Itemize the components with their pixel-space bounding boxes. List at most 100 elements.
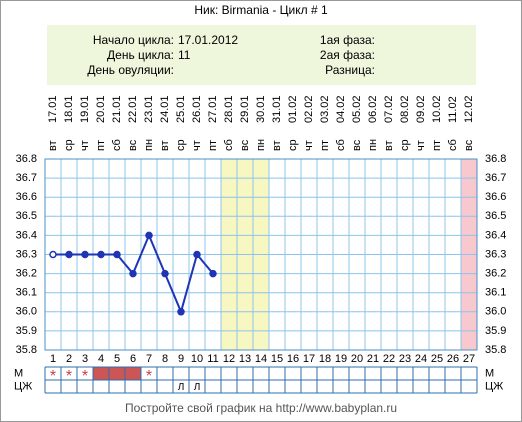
- m-mark: *: [82, 368, 88, 385]
- m-mark: *: [146, 368, 152, 385]
- info-label: День овуляции:: [87, 63, 174, 77]
- czh-label: ЦЖ: [14, 380, 32, 392]
- info-value: 17.01.2012: [178, 33, 238, 47]
- y-tick-label: 36.5: [16, 210, 37, 222]
- weekday-label: пт: [95, 140, 107, 151]
- y-tick-label: 36.6: [16, 191, 37, 203]
- date-label: 25.01: [175, 95, 187, 123]
- weekday-label: ср: [63, 139, 75, 151]
- day-label: 4: [98, 353, 104, 365]
- day-label: 22: [383, 353, 395, 365]
- day-label: 23: [399, 353, 411, 365]
- chart-title: Ник: Birmania - Цикл # 1: [194, 3, 328, 17]
- date-label: 24.01: [159, 95, 171, 123]
- m-mark: *: [50, 368, 56, 385]
- y-tick-label: 36.1: [16, 287, 37, 299]
- date-label: 31.01: [271, 95, 283, 123]
- day-label: 9: [178, 353, 184, 365]
- date-label: 21.01: [111, 95, 123, 123]
- date-label: 09.02: [415, 95, 427, 123]
- temperature-point: [209, 269, 217, 278]
- date-label: 23.01: [143, 95, 155, 123]
- temperature-point: [97, 250, 105, 259]
- date-label: 20.01: [95, 95, 107, 123]
- date-label: 18.01: [63, 95, 75, 123]
- date-label: 04.02: [335, 95, 347, 123]
- weekday-label: ср: [399, 139, 411, 151]
- day-label: 25: [431, 353, 443, 365]
- date-label: 03.02: [319, 95, 331, 123]
- temperature-point: [113, 250, 121, 259]
- date-label: 27.01: [207, 95, 219, 123]
- czh-mark: Л: [194, 382, 201, 393]
- m-label-right: М: [485, 367, 494, 379]
- day-label: 14: [255, 353, 267, 365]
- date-label: 30.01: [255, 95, 267, 123]
- y-tick-label: 36.4: [16, 229, 37, 241]
- weekday-label: чт: [79, 140, 91, 151]
- day-label: 2: [66, 353, 72, 365]
- y-tick-label: 36.3: [16, 248, 37, 260]
- weekday-label: чт: [303, 140, 315, 151]
- info-label: Разница:: [325, 63, 375, 77]
- day-label: 26: [447, 353, 459, 365]
- y-tick-label: 36.7: [16, 172, 37, 184]
- weekday-label: пт: [207, 140, 219, 151]
- weekday-label: вт: [271, 140, 283, 151]
- y-tick-label-right: 36.0: [485, 306, 506, 318]
- y-tick-label: 36.0: [16, 306, 37, 318]
- day-label: 27: [463, 353, 475, 365]
- m-filled-cell: [93, 367, 109, 380]
- y-tick-label-right: 35.8: [485, 344, 506, 356]
- footer: Постройте свой график на http://www.baby…: [125, 401, 397, 415]
- weekday-label: вт: [383, 140, 395, 151]
- temperature-point: [193, 250, 201, 259]
- date-label: 29.01: [239, 95, 251, 123]
- date-label: 01.02: [287, 95, 299, 123]
- weekday-label: вс: [239, 139, 251, 151]
- y-tick-label-right: 36.6: [485, 191, 506, 203]
- weekday-label: ср: [175, 139, 187, 151]
- date-label: 17.01: [47, 95, 59, 123]
- weekday-label: вт: [47, 140, 59, 151]
- day-label: 16: [287, 353, 299, 365]
- y-tick-label-right: 36.5: [485, 210, 506, 222]
- date-label: 26.01: [191, 95, 203, 123]
- m-filled-cell: [125, 367, 141, 380]
- weekday-label: сб: [447, 139, 459, 151]
- date-label: 02.02: [303, 95, 315, 123]
- date-label: 07.02: [383, 95, 395, 123]
- date-label: 19.01: [79, 95, 91, 123]
- day-label: 13: [239, 353, 251, 365]
- day-label: 1: [50, 353, 56, 365]
- date-label: 06.02: [367, 95, 379, 123]
- temperature-point: [65, 250, 73, 259]
- info-label: 1ая фаза:: [320, 33, 375, 47]
- date-label: 05.02: [351, 95, 363, 123]
- day-label: 19: [335, 353, 347, 365]
- date-label: 12.02: [463, 95, 475, 123]
- y-tick-label: 35.9: [16, 325, 37, 337]
- czh-mark: Л: [178, 382, 185, 393]
- y-tick-label-right: 36.3: [485, 248, 506, 260]
- day-label: 7: [146, 353, 152, 365]
- info-label: 2ая фаза:: [320, 48, 375, 62]
- y-tick-label-right: 36.7: [485, 172, 506, 184]
- weekday-label: пн: [367, 139, 379, 151]
- temperature-point: [129, 269, 137, 278]
- m-mark: *: [66, 368, 72, 385]
- temperature-point: [49, 250, 57, 259]
- y-tick-label: 36.8: [16, 153, 37, 165]
- m-filled-cell: [109, 367, 125, 380]
- day-label: 20: [351, 353, 363, 365]
- y-tick-label-right: 36.2: [485, 268, 506, 280]
- weekday-label: вс: [127, 139, 139, 151]
- day-label: 6: [130, 353, 136, 365]
- y-tick-label: 36.2: [16, 268, 37, 280]
- day-label: 21: [367, 353, 379, 365]
- temperature-point: [161, 269, 169, 278]
- czh-label-right: ЦЖ: [485, 380, 503, 392]
- y-tick-label-right: 36.8: [485, 153, 506, 165]
- day-label: 8: [162, 353, 168, 365]
